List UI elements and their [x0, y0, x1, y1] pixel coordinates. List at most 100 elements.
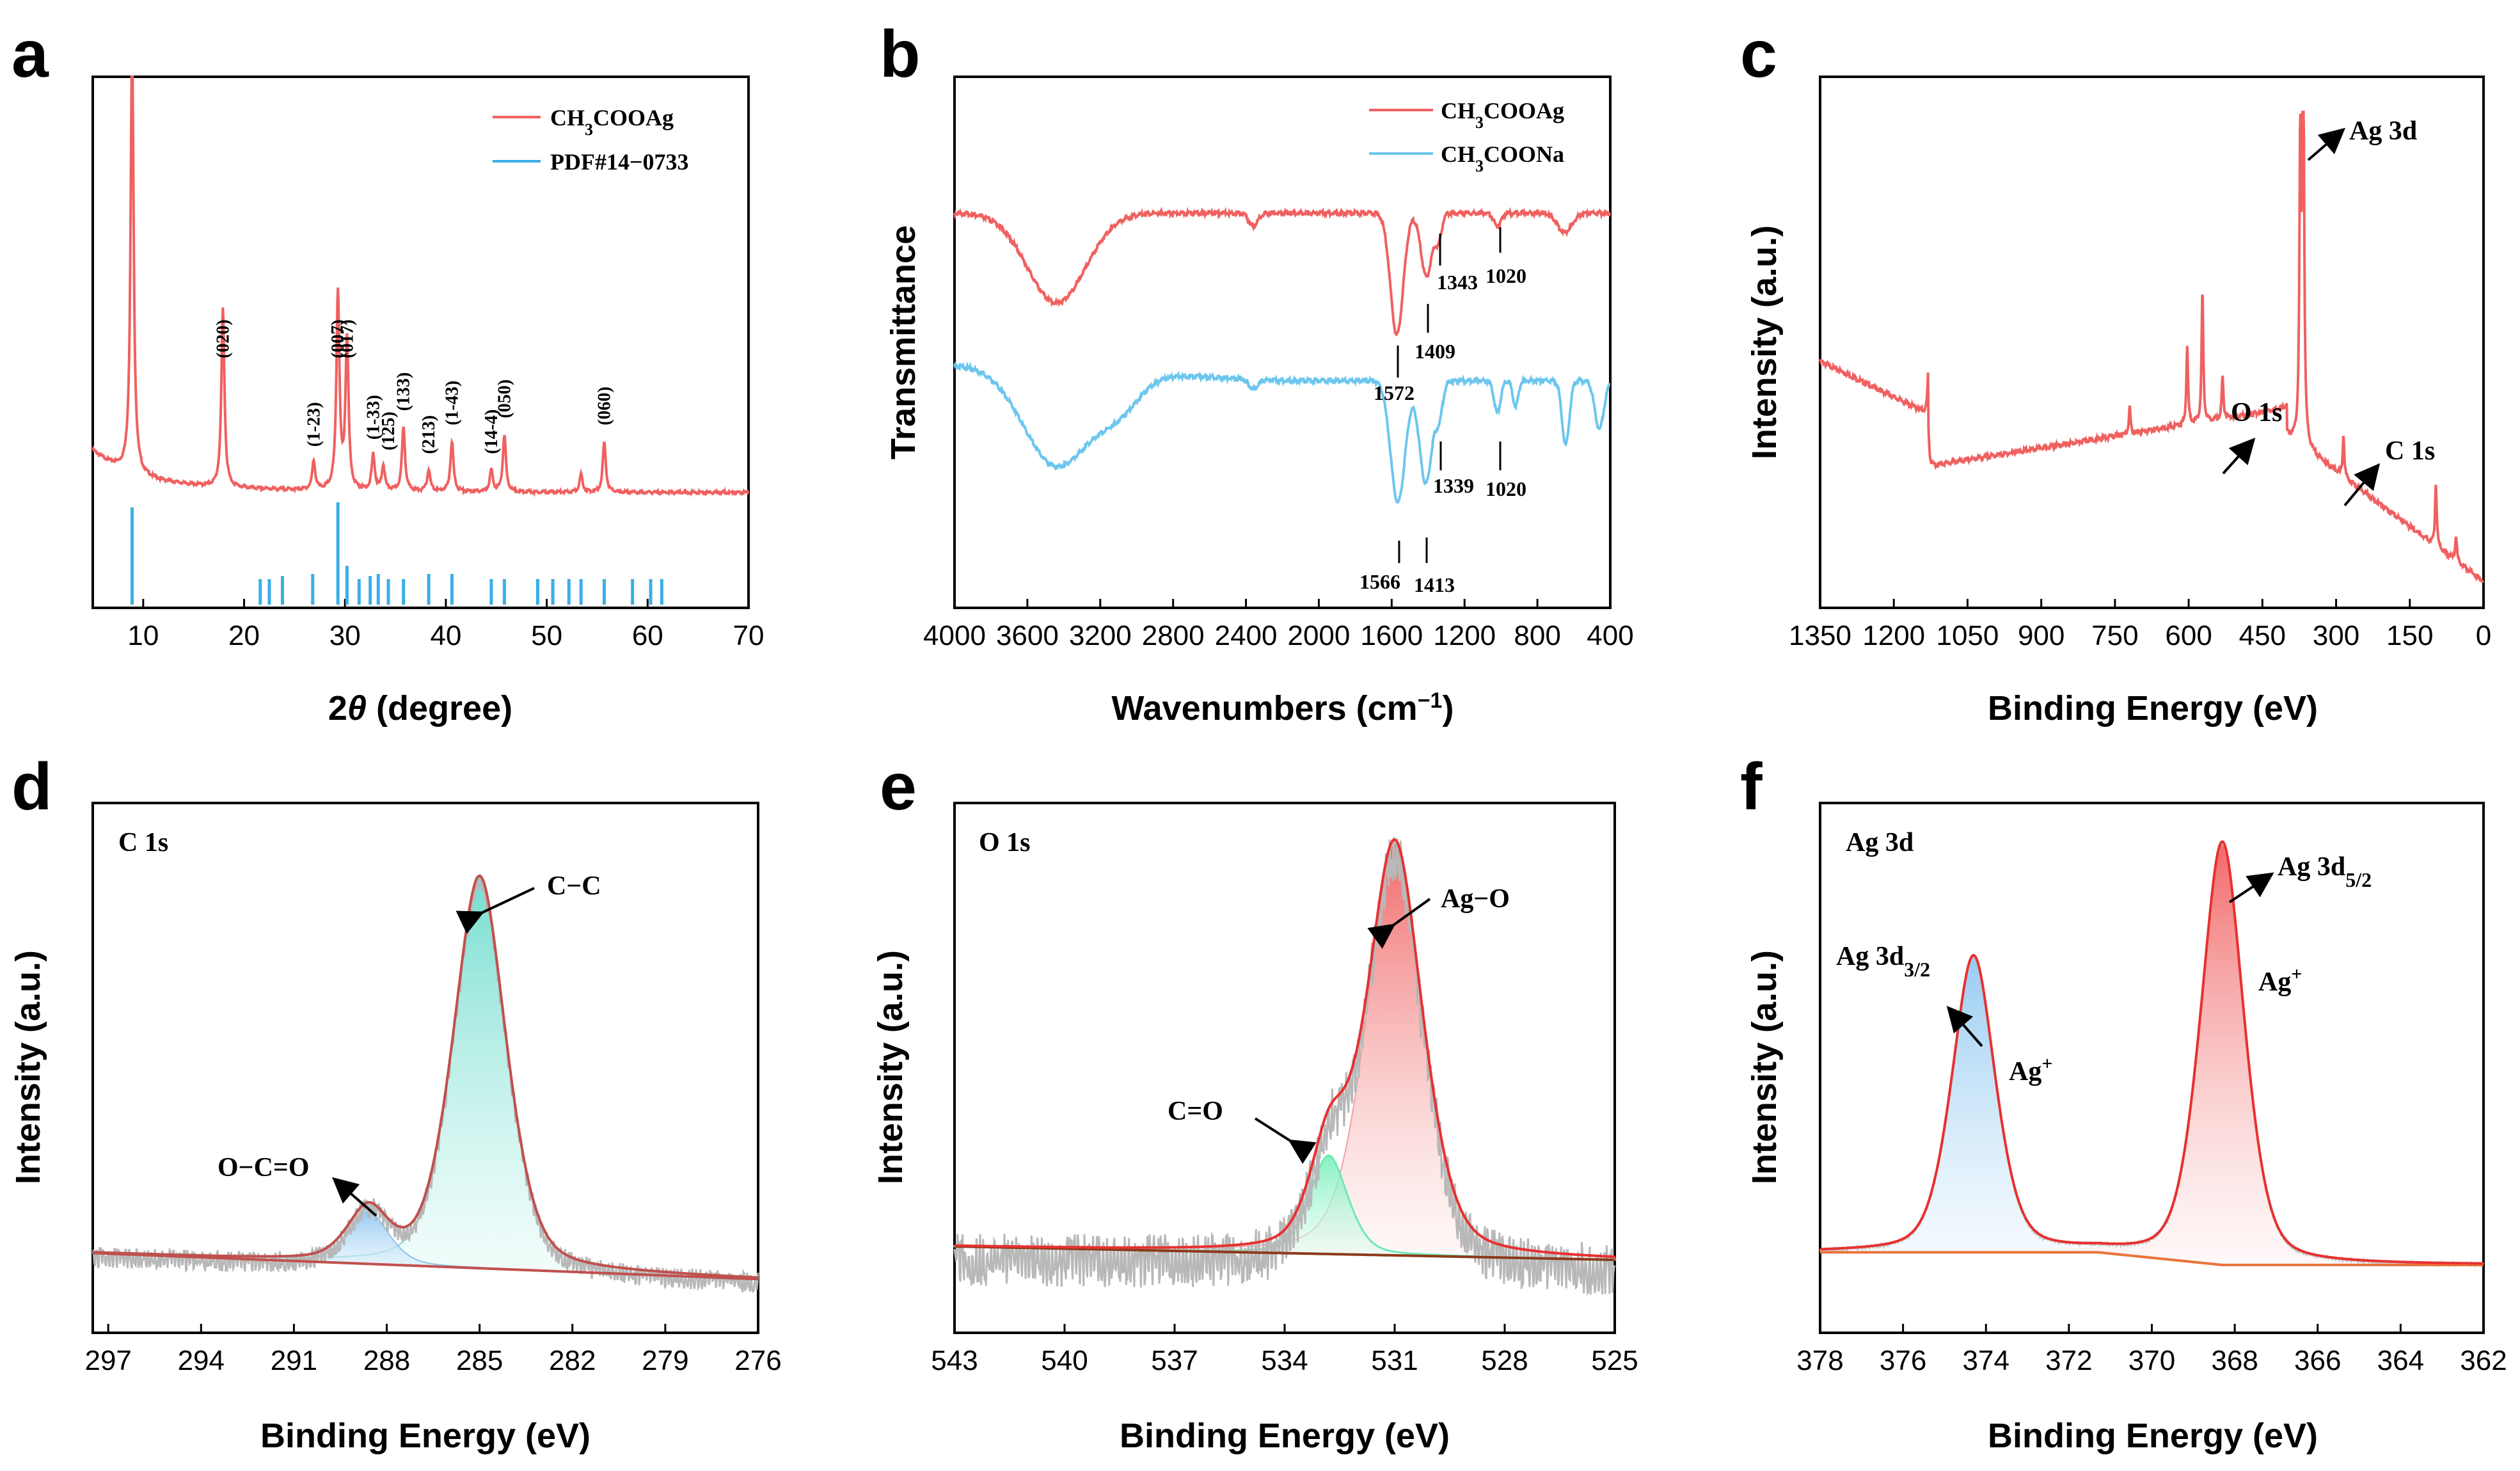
legend-label-ch3coona: CH3COONa: [1441, 141, 1564, 175]
survey-line: [1819, 111, 2485, 584]
peak-markers: [1397, 227, 1502, 563]
reference-lines: [131, 502, 663, 605]
arrow-occo: [331, 1177, 377, 1217]
x-tick-label: 364: [2377, 1345, 2424, 1376]
x-axis-ticks: 297 294 291 288 285 282 279 276: [84, 1324, 782, 1376]
component-ag3d52-fill: [1820, 843, 2484, 1265]
ann-1343: 1343: [1437, 271, 1478, 294]
region-title: C 1s: [118, 828, 168, 857]
arrow-ag3d: [2307, 127, 2346, 161]
y-axis-title: Intensity (a.u.): [871, 950, 910, 1184]
panel-letter-d: d: [12, 750, 52, 824]
panel-d-c1s: 297 294 291 288 285 282 279 276 C 1s C−C O−C=O …: [9, 802, 782, 1455]
x-tick-label: 50: [531, 620, 562, 651]
envelope-fit-line: [1819, 840, 2484, 1265]
arrow-ag3d52: [2228, 872, 2274, 903]
ann-1413: 1413: [1414, 573, 1455, 596]
x-tick-label: 600: [2165, 620, 2212, 651]
ann-ag3d52: Ag 3d5/2: [2278, 852, 2372, 891]
ann-1566: 1566: [1359, 570, 1400, 593]
x-tick-label: 528: [1481, 1345, 1528, 1376]
x-tick-label: 372: [2045, 1345, 2092, 1376]
panel-letter-c: c: [1740, 17, 1777, 91]
region-title: Ag 3d: [1846, 828, 1914, 857]
plot-frame: [91, 802, 759, 1334]
peak-labels: (020) (1-23) (007)(017) (1-33)(125)(133)(21…: [213, 319, 614, 454]
panel-b-ftir: 4000 3600 3200 2800 2400 2000 1600 1200 800 400 1…: [884, 76, 1634, 728]
ann-c1s: C 1s: [2385, 436, 2435, 466]
x-tick-label: 276: [734, 1345, 781, 1376]
x-tick-label: 534: [1261, 1345, 1308, 1376]
ann-ago: Ag−O: [1441, 884, 1510, 914]
peak-label: (017): [337, 319, 357, 358]
y-axis-title: Intensity (a.u.): [9, 950, 47, 1184]
x-tick-label: 300: [2313, 620, 2359, 651]
ftir-ch3coona-line: [953, 361, 1611, 504]
x-tick-label: 20: [228, 620, 260, 651]
region-title: O 1s: [979, 828, 1031, 857]
ann-1339: 1339: [1433, 474, 1474, 497]
ann-1409: 1409: [1415, 340, 1455, 363]
ann-1020b: 1020: [1486, 477, 1526, 500]
x-tick-label: 376: [1880, 1345, 1926, 1376]
legend-label-ch3cooag: CH3COOAg: [550, 105, 674, 139]
arrow-c1s: [2343, 463, 2381, 507]
x-axis-ticks: 10 20 30 40 50 60 70: [127, 599, 764, 651]
x-tick-label: 362: [2460, 1345, 2507, 1376]
x-tick-label: 70: [733, 620, 765, 651]
x-tick-label: 378: [1796, 1345, 1843, 1376]
x-tick-label: 400: [1587, 620, 1633, 651]
panel-letter-f: f: [1740, 750, 1763, 824]
peak-label: (133): [394, 372, 414, 411]
ann-ag3d: Ag 3d: [2349, 116, 2417, 146]
x-tick-label: 537: [1151, 1345, 1198, 1376]
ann-occo: O−C=O: [218, 1153, 310, 1182]
ann-1572: 1572: [1374, 381, 1415, 404]
panel-f-ag3d: 378 376 374 372 370 368 366 364 362 Ag 3d Ag 3d3…: [1745, 802, 2507, 1455]
background-line: [1820, 1251, 2484, 1266]
arrow-ag3d32: [1946, 1005, 1983, 1047]
raw-data-line: [1819, 839, 2485, 1268]
x-tick-label: 750: [2091, 620, 2138, 651]
x-tick-label: 1200: [1433, 620, 1496, 651]
peak-label: (050): [495, 379, 514, 418]
peak-label: (213): [419, 415, 439, 454]
ann-ag3d32: Ag 3d3/2: [1836, 942, 1930, 981]
x-tick-label: 525: [1591, 1345, 1638, 1376]
x-axis-ticks: 1350 1200 1050 900 750 600 450 300 150 0: [1789, 599, 2491, 651]
x-tick-label: 60: [632, 620, 663, 651]
xrd-series-line: [91, 76, 750, 497]
peak-label: (060): [595, 386, 615, 425]
component-cc-fill: [92, 876, 759, 1280]
x-tick-label: 1050: [1936, 620, 1999, 651]
panel-letter-b: b: [880, 17, 921, 91]
x-tick-label: 30: [329, 620, 361, 651]
background-line: [93, 1252, 758, 1281]
x-tick-label: 291: [271, 1345, 317, 1376]
x-tick-label: 450: [2239, 620, 2286, 651]
x-tick-label: 3600: [996, 620, 1059, 651]
legend-label-ch3cooag: CH3COOAg: [1441, 98, 1564, 132]
x-tick-label: 540: [1041, 1345, 1088, 1376]
x-axis-title: Binding Energy (eV): [1988, 1417, 2318, 1455]
x-tick-label: 1600: [1360, 620, 1423, 651]
ann-1020a: 1020: [1486, 264, 1526, 287]
arrow-o1s: [2222, 438, 2256, 475]
x-tick-label: 10: [127, 620, 159, 651]
legend: CH3COOAg PDF#14−0733: [493, 105, 689, 175]
peak-label: (020): [213, 319, 233, 358]
arrow-co: [1254, 1117, 1317, 1165]
ann-agplus-52: Ag+: [2258, 964, 2302, 998]
x-tick-label: 4000: [923, 620, 986, 651]
panel-a-xrd: 10 20 30 40 50 60 70 (020) (1-23) (007)(017) (1-3…: [91, 76, 764, 728]
peak-label: (1-23): [304, 402, 324, 447]
ann-co: C=O: [1168, 1097, 1223, 1126]
x-axis-title: 2θ (degree): [328, 689, 512, 728]
background-line: [955, 1245, 1615, 1261]
panel-letter-e: e: [880, 750, 917, 824]
x-tick-label: 531: [1371, 1345, 1418, 1376]
x-tick-label: 279: [642, 1345, 688, 1376]
x-tick-label: 370: [2128, 1345, 2175, 1376]
legend-label-pdf: PDF#14−0733: [550, 149, 689, 175]
